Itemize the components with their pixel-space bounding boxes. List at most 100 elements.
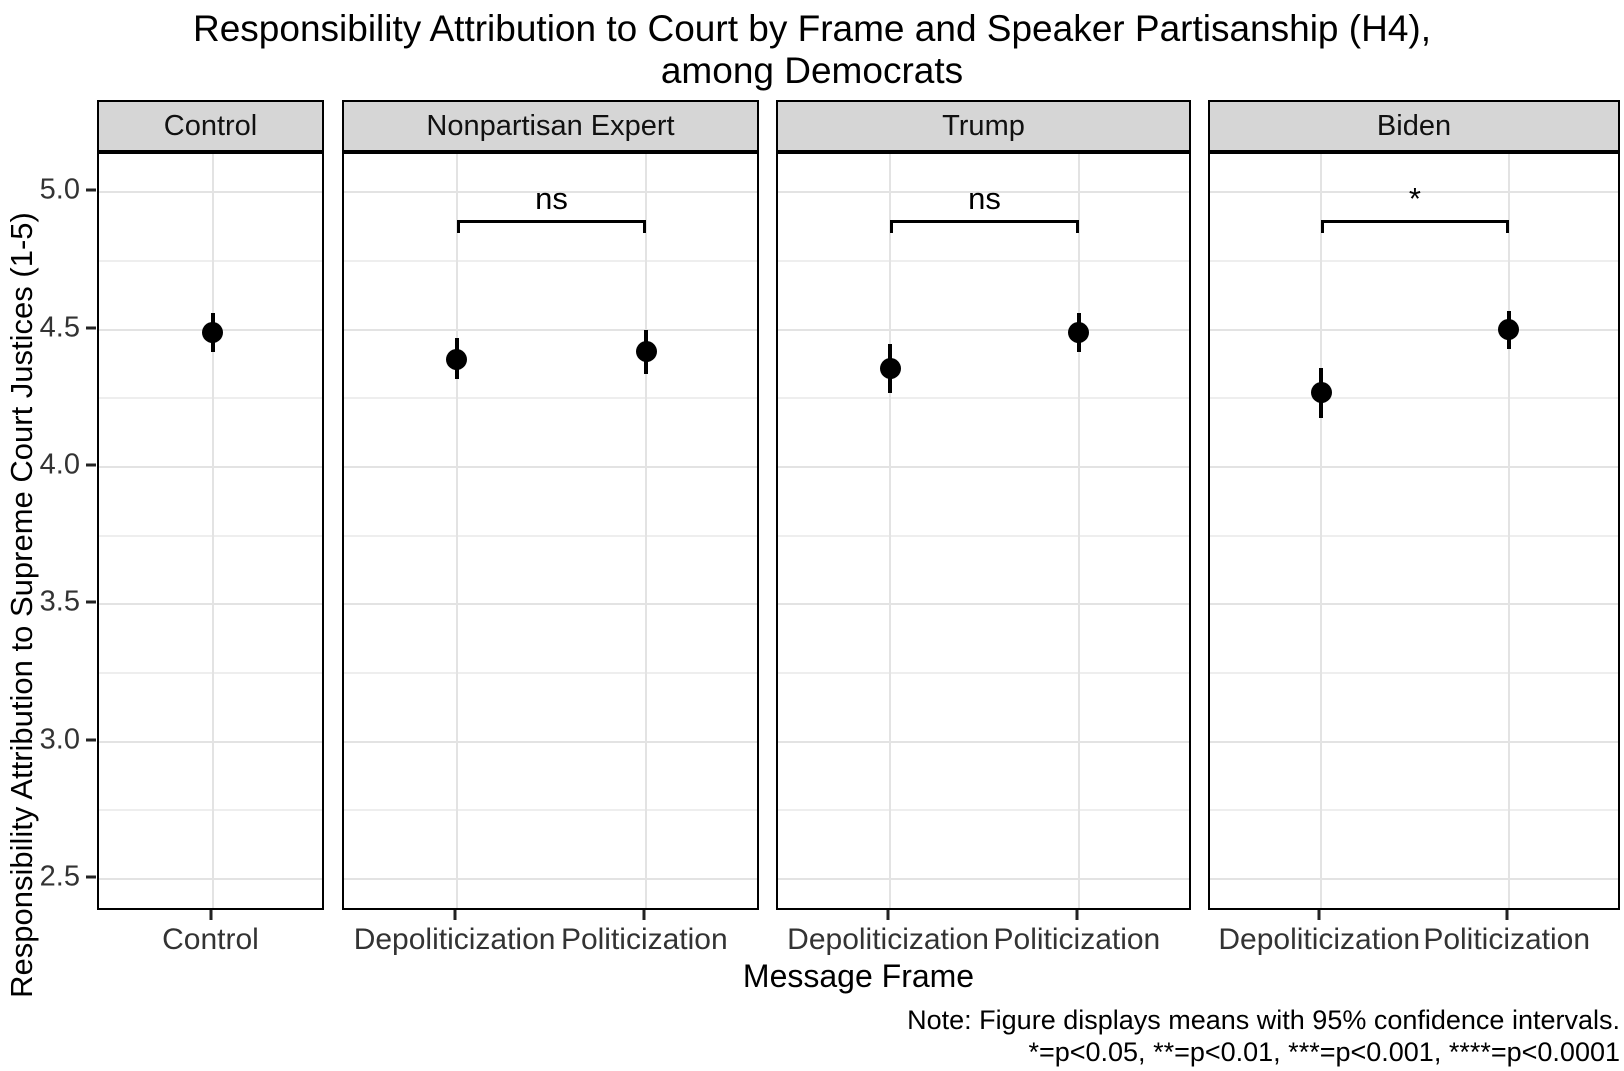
gridline-vertical [211, 154, 214, 908]
facet-strip: Trump [776, 100, 1191, 152]
gridline-vertical [889, 154, 892, 908]
facet-strip: Nonpartisan Expert [342, 100, 759, 152]
facet-strip-label: Biden [1376, 109, 1452, 142]
gridline-horizontal-major [344, 328, 757, 331]
x-tick-label: Depoliticization [787, 923, 989, 956]
gridline-horizontal-minor [99, 672, 322, 675]
y-tick-label: 4.5 [39, 311, 80, 344]
y-tick-mark [86, 875, 96, 879]
data-point [1068, 322, 1090, 343]
gridline-horizontal-major [99, 191, 322, 194]
gridline-horizontal-minor [778, 534, 1189, 537]
gridline-vertical [1320, 154, 1323, 908]
gridline-horizontal-minor [344, 397, 757, 400]
x-tick-mark [1075, 910, 1079, 920]
significance-bracket [890, 219, 1079, 223]
y-tick-label: 2.5 [39, 860, 80, 893]
gridline-horizontal-major [778, 740, 1189, 743]
data-point [635, 341, 657, 363]
gridline-horizontal-minor [1210, 809, 1618, 812]
significance-label: ns [535, 180, 568, 216]
gridline-horizontal-major [99, 603, 322, 606]
note-line-1: Note: Figure displays means with 95% con… [907, 1005, 1620, 1035]
gridline-horizontal-major [1210, 328, 1618, 331]
x-tick-label: Depoliticization [353, 923, 556, 956]
x-tick-mark [453, 910, 457, 920]
gridline-horizontal-minor [344, 809, 757, 812]
gridline-horizontal-minor [1210, 260, 1618, 263]
data-point [1498, 319, 1520, 341]
y-tick-mark [86, 600, 96, 604]
gridline-horizontal-minor [778, 672, 1189, 675]
gridline-vertical [455, 154, 458, 908]
note-line-2: *=p<0.05, **=p<0.01, ***=p<0.001, ****=p… [1028, 1037, 1620, 1067]
gridline-horizontal-major [778, 466, 1189, 469]
gridline-horizontal-minor [99, 809, 322, 812]
gridline-horizontal-minor [1210, 397, 1618, 400]
gridline-horizontal-major [344, 878, 757, 881]
facet-strip: Control [97, 100, 324, 152]
gridline-horizontal-minor [1210, 672, 1618, 675]
x-tick-mark [1317, 910, 1321, 920]
gridline-horizontal-minor [344, 672, 757, 675]
gridline-horizontal-major [1210, 740, 1618, 743]
data-point [446, 349, 468, 371]
facet-strip: Biden [1208, 100, 1620, 152]
data-point [202, 322, 223, 343]
x-tick-mark [642, 910, 646, 920]
x-tick-label: Politicization [1423, 923, 1591, 956]
facet-panel: ns [342, 152, 759, 910]
gridline-horizontal-minor [99, 534, 322, 537]
x-tick-label: Politicization [993, 923, 1161, 956]
y-tick-label: 5.0 [39, 173, 80, 206]
significance-bracket [456, 219, 647, 223]
gridline-horizontal-major [1210, 191, 1618, 194]
gridline-horizontal-major [1210, 878, 1618, 881]
significance-bracket-end [1321, 219, 1325, 233]
gridline-horizontal-major [99, 740, 322, 743]
gridline-horizontal-major [778, 328, 1189, 331]
y-tick-mark [86, 463, 96, 467]
significance-bracket-end [1505, 219, 1509, 233]
significance-label: * [1408, 180, 1421, 216]
gridline-horizontal-major [344, 466, 757, 469]
gridline-horizontal-major [778, 603, 1189, 606]
gridline-horizontal-major [344, 191, 757, 194]
significance-bracket-end [456, 219, 460, 233]
facet-strip-label: Control [163, 109, 258, 142]
y-tick-mark [86, 188, 96, 192]
gridline-horizontal-major [778, 191, 1189, 194]
facet-panel [97, 152, 324, 910]
x-tick-label: Politicization [560, 923, 728, 956]
facet-panel: ns [776, 152, 1191, 910]
gridline-vertical [645, 154, 648, 908]
x-axis-title: Message Frame [742, 958, 975, 994]
gridline-horizontal-minor [99, 260, 322, 263]
significance-bracket-end [643, 219, 647, 233]
facet-strip-label: Trump [942, 109, 1025, 142]
significance-bracket [1321, 219, 1509, 223]
x-tick-mark [209, 910, 212, 920]
y-tick-label: 3.5 [39, 585, 80, 618]
gridline-horizontal-major [99, 466, 322, 469]
y-tick-mark [86, 738, 96, 742]
gridline-horizontal-minor [778, 397, 1189, 400]
x-tick-mark [886, 910, 890, 920]
data-point [1310, 382, 1332, 404]
gridline-horizontal-major [344, 603, 757, 606]
chart-title-line-2: among Democrats [660, 50, 964, 91]
y-tick-label: 3.0 [39, 723, 80, 756]
gridline-vertical [1077, 154, 1080, 908]
chart-title-line-1: Responsibility Attribution to Court by F… [192, 8, 1432, 49]
data-point [879, 357, 901, 379]
gridline-horizontal-major [1210, 466, 1618, 469]
facet-panel: * [1208, 152, 1620, 910]
gridline-vertical [1507, 154, 1510, 908]
gridline-horizontal-minor [1210, 534, 1618, 537]
y-tick-label: 4.0 [39, 448, 80, 481]
gridline-horizontal-minor [344, 260, 757, 263]
gridline-horizontal-minor [99, 397, 322, 400]
significance-bracket-end [890, 219, 894, 233]
x-tick-label: Control [162, 923, 259, 956]
